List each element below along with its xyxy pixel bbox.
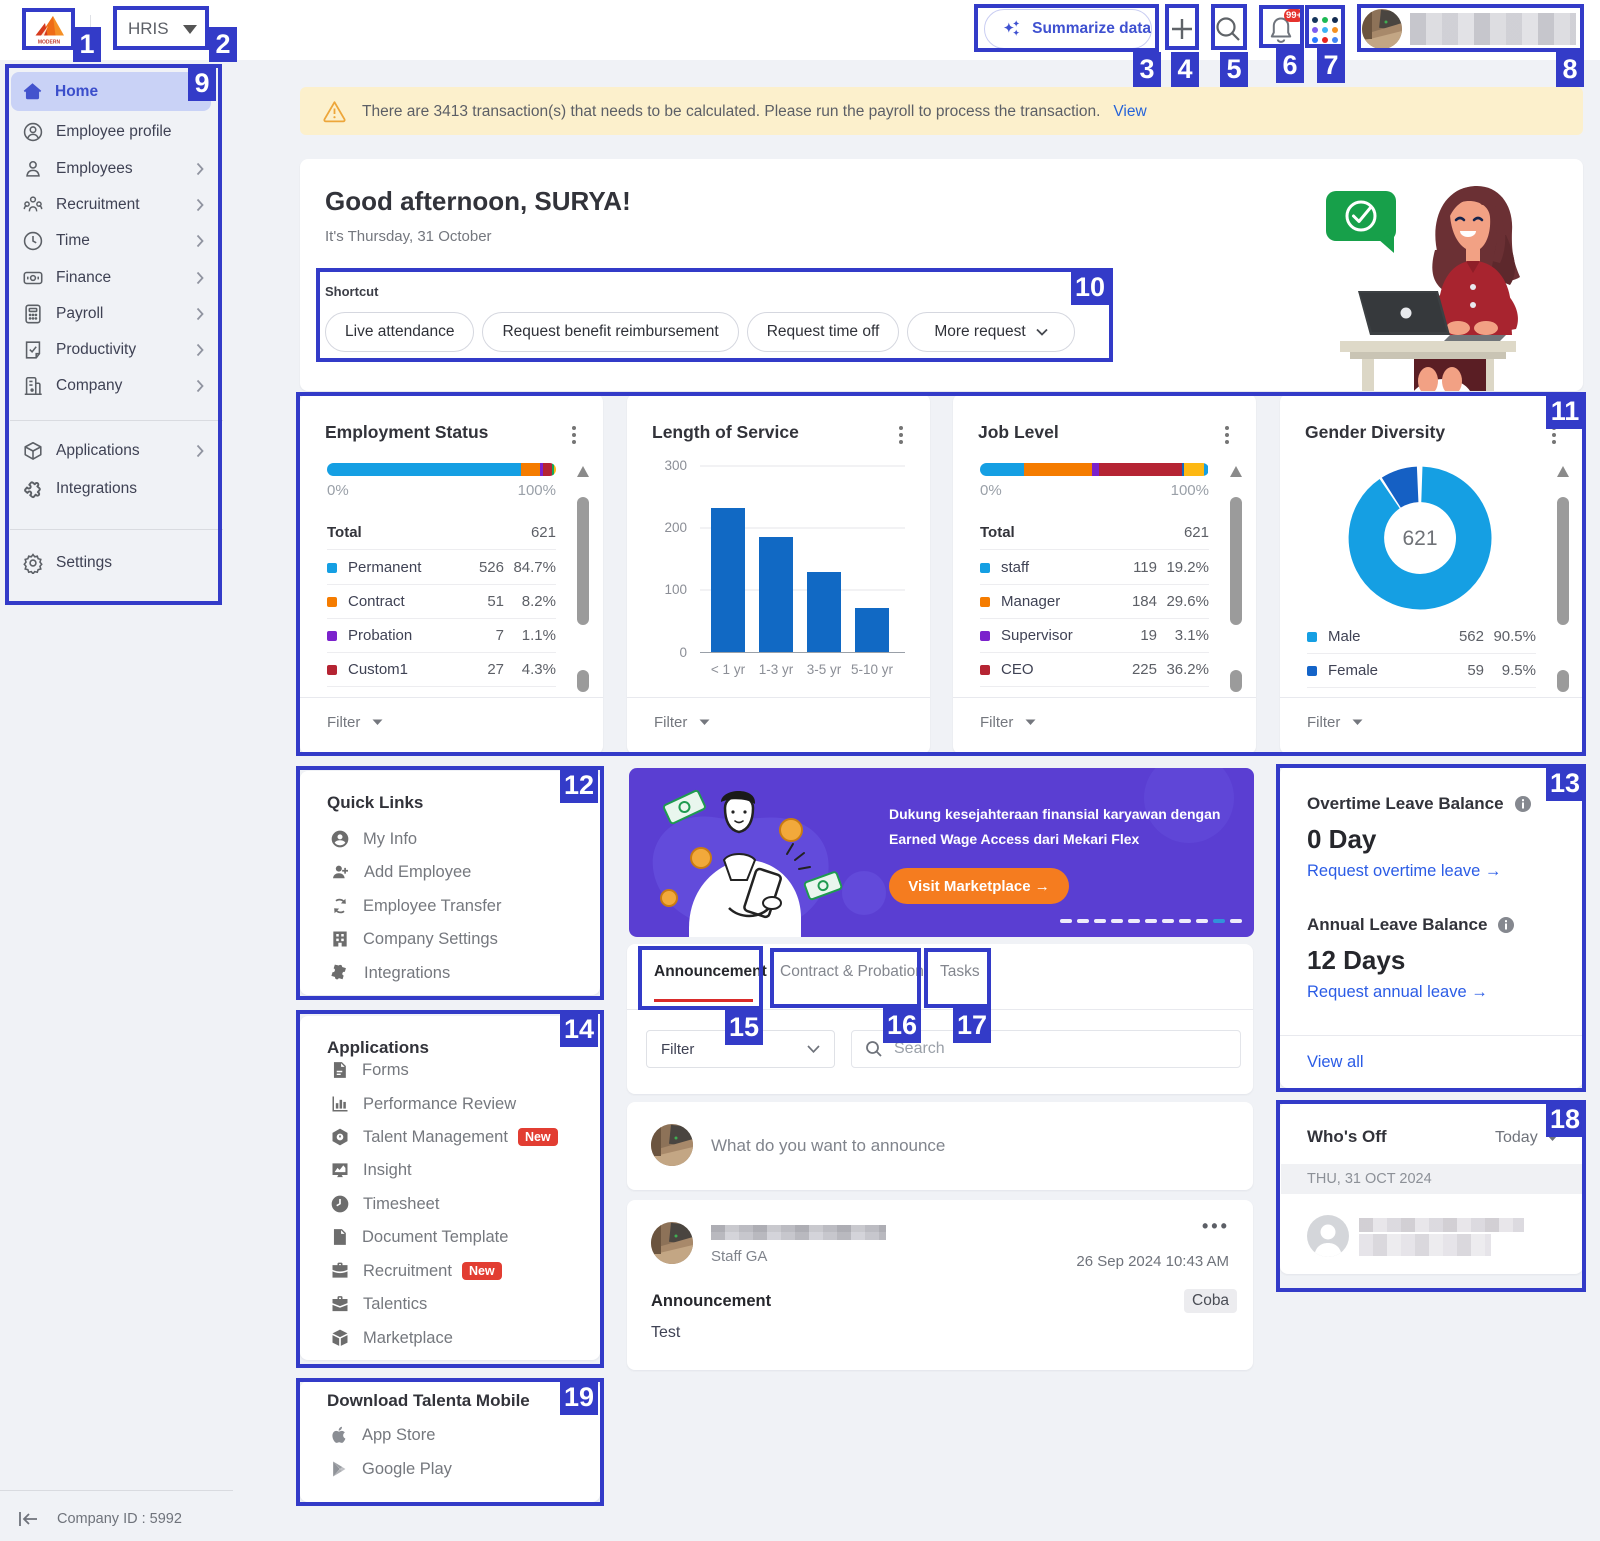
svg-text:200: 200 <box>664 520 687 535</box>
svg-text:5-10 yr: 5-10 yr <box>851 662 894 677</box>
svg-text:Earned Wage Access dari Mekari: Earned Wage Access dari Mekari Flex <box>889 831 1140 847</box>
svg-text:300: 300 <box>664 458 687 473</box>
svg-text:100: 100 <box>664 582 687 597</box>
svg-text:Dukung kesejahteraan finansial: Dukung kesejahteraan finansial karyawan … <box>889 806 1220 822</box>
svg-text:0: 0 <box>679 645 687 660</box>
svg-text:3-5 yr: 3-5 yr <box>807 662 842 677</box>
svg-text:MODERN: MODERN <box>38 40 61 46</box>
svg-text:1-3 yr: 1-3 yr <box>759 662 794 677</box>
svg-text:< 1 yr: < 1 yr <box>711 662 746 677</box>
svg-text:Visit Marketplace →: Visit Marketplace → <box>908 878 1049 895</box>
svg-text:621: 621 <box>1402 527 1437 550</box>
